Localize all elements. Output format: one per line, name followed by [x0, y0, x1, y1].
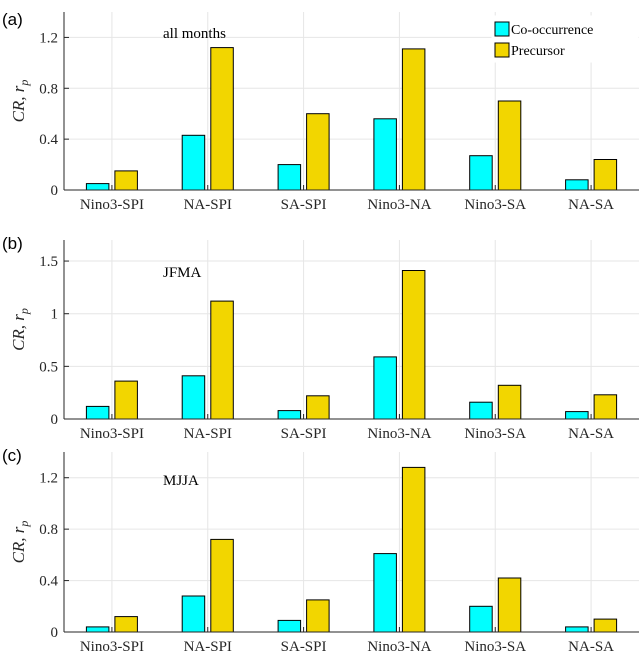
legend-label: Co-occurrence: [511, 23, 593, 38]
bar-co-occurrence-sa-spi: [277, 164, 302, 191]
y-tick-label: 1.2: [39, 30, 58, 46]
x-tick-label: SA-SPI: [281, 426, 327, 442]
y-tick-label: 0.8: [39, 522, 58, 538]
bar-co-occurrence-na-spi: [181, 375, 206, 420]
bar-precursor-na-sa: [593, 159, 618, 191]
y-axis-label: CR, rp: [9, 521, 31, 564]
y-axis-label: CR, rp: [9, 308, 31, 351]
bar-precursor-nino3-sa: [497, 384, 522, 420]
x-tick-label: Nino3-NA: [367, 426, 431, 442]
panel-a: 0 0.4 0.8 1.2 Nino3-SPI NA-SPI SA-SPI Nino3-NA N…: [2, 10, 639, 213]
panel-label: (c): [2, 446, 22, 465]
bar-co-occurrence-nino3-spi: [85, 405, 110, 420]
bar-co-occurrence-nino3-sa: [469, 155, 493, 191]
y-tick-label: 1.2: [39, 471, 58, 487]
x-tick-label: Nino3-SPI: [80, 426, 144, 442]
bar-co-occurrence-sa-spi: [277, 619, 302, 633]
x-tick-label: Nino3-NA: [367, 197, 431, 213]
x-tick-label: NA-SA: [568, 639, 614, 655]
y-tick-label: 0.8: [39, 81, 58, 97]
legend-swatch-co-occurrence: [494, 21, 510, 37]
x-tick-label: Nino3-SA: [464, 639, 526, 655]
bar-precursor-nino3-na: [401, 466, 426, 633]
bar-precursor-sa-spi: [306, 113, 330, 191]
bar-precursor-sa-spi: [306, 395, 330, 420]
x-tick-label: NA-SPI: [184, 639, 232, 655]
legend-label: Precursor: [511, 44, 565, 59]
x-tick-label: Nino3-SA: [464, 426, 526, 442]
legend-box: [491, 15, 639, 63]
bar-precursor-nino3-sa: [497, 577, 522, 633]
y-tick-label: 0: [51, 625, 59, 641]
bar-co-occurrence-nino3-na: [373, 118, 397, 191]
panel-c: 0 0.4 0.8 1.2 Nino3-SPI NA-SPI SA-SPI Nino3-NA N…: [2, 446, 639, 655]
bar-co-occurrence-sa-spi: [277, 410, 302, 420]
y-tick-label: 1.5: [39, 254, 58, 270]
bar-co-occurrence-na-sa: [565, 411, 589, 420]
x-tick-label: SA-SPI: [281, 197, 327, 213]
y-tick-label: 0.4: [39, 574, 58, 590]
bar-precursor-na-spi: [210, 538, 234, 633]
bar-co-occurrence-nino3-spi: [85, 626, 110, 633]
panel-label: (a): [2, 10, 23, 29]
y-tick-label: 0.4: [39, 132, 58, 148]
bar-precursor-nino3-spi: [114, 170, 138, 191]
y-tick-label: 0: [51, 412, 59, 428]
x-tick-label: NA-SA: [568, 197, 614, 213]
bar-co-occurrence-na-sa: [565, 179, 589, 191]
x-tick-label: Nino3-SA: [464, 197, 526, 213]
y-tick-label: 0.5: [39, 359, 58, 375]
panel-label: (b): [2, 234, 23, 253]
bar-co-occurrence-nino3-na: [373, 553, 397, 633]
bar-precursor-na-sa: [593, 618, 618, 633]
x-tick-label: NA-SPI: [184, 426, 232, 442]
y-tick-label: 0: [51, 183, 59, 199]
bar-co-occurrence-nino3-spi: [85, 183, 110, 191]
bar-precursor-na-sa: [593, 394, 618, 420]
bar-precursor-nino3-na: [401, 48, 426, 191]
bar-co-occurrence-nino3-sa: [469, 605, 493, 633]
bar-co-occurrence-na-spi: [181, 595, 206, 633]
panel-subtitle: all months: [163, 26, 226, 42]
bar-precursor-nino3-spi: [114, 380, 138, 420]
legend-swatch-precursor: [494, 42, 510, 58]
y-tick-label: 1: [51, 307, 59, 323]
plot-area: [64, 240, 639, 419]
bar-precursor-na-spi: [210, 300, 234, 420]
panel-subtitle: JFMA: [163, 265, 202, 281]
bar-co-occurrence-na-spi: [181, 134, 206, 191]
y-axis-label: CR, rp: [9, 80, 31, 123]
bar-precursor-nino3-sa: [497, 100, 522, 191]
bar-precursor-sa-spi: [306, 599, 330, 633]
x-tick-label: Nino3-NA: [367, 639, 431, 655]
plot-area: [64, 452, 639, 632]
x-tick-label: Nino3-SPI: [80, 197, 144, 213]
bar-co-occurrence-nino3-na: [373, 356, 397, 420]
panel-subtitle: MJJA: [163, 473, 199, 489]
bar-precursor-nino3-spi: [114, 616, 138, 633]
x-tick-label: Nino3-SPI: [80, 639, 144, 655]
bar-precursor-nino3-na: [401, 270, 426, 420]
bar-co-occurrence-nino3-sa: [469, 401, 493, 420]
x-tick-label: NA-SPI: [184, 197, 232, 213]
bar-co-occurrence-na-sa: [565, 626, 589, 633]
bar-precursor-na-spi: [210, 47, 234, 191]
x-tick-label: NA-SA: [568, 426, 614, 442]
panel-b: 0 0.5 1 1.5 Nino3-SPI NA-SPI SA-SPI Nino3-NA Nin…: [2, 234, 639, 442]
x-tick-label: SA-SPI: [281, 639, 327, 655]
legend: Co-occurrence Precursor: [491, 15, 639, 63]
